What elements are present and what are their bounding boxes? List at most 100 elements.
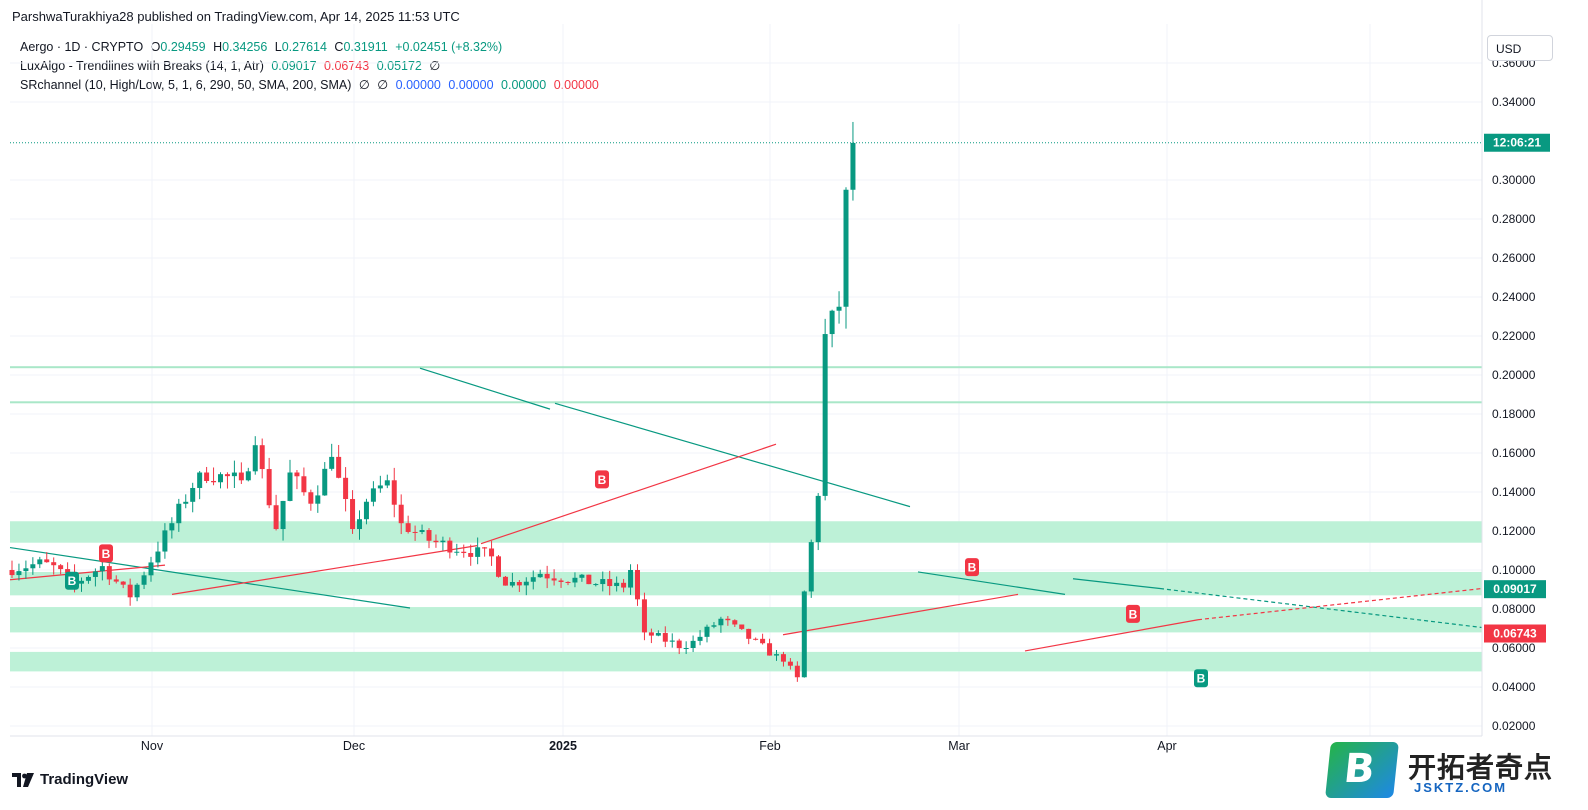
candle-body — [58, 565, 64, 570]
candle-body — [502, 576, 508, 586]
y-tick-label: 0.20000 — [1492, 368, 1536, 382]
candle — [391, 467, 397, 518]
trendline — [480, 443, 777, 545]
candle-body — [301, 476, 307, 493]
candle-body — [593, 584, 599, 586]
candle — [280, 500, 286, 541]
candle-body — [544, 573, 550, 579]
y-tick-label: 0.26000 — [1492, 251, 1536, 265]
high-label: H — [213, 40, 223, 54]
break-badge-bg — [1126, 604, 1140, 623]
break-badge-label: B — [68, 574, 77, 588]
candle — [718, 616, 724, 633]
candle-body — [155, 551, 161, 563]
candle — [218, 472, 223, 489]
y-tick-label: 0.28000 — [1492, 212, 1536, 226]
candle — [245, 467, 251, 482]
watermark: B 开拓者奇点 JSKTZ.COM — [1325, 742, 1578, 800]
candle — [496, 554, 501, 578]
candle — [468, 544, 474, 566]
candle — [204, 466, 210, 484]
candle — [579, 573, 585, 582]
break-badge-label: B — [1129, 607, 1138, 621]
candle — [669, 633, 675, 648]
candle — [322, 462, 328, 496]
candle — [774, 650, 779, 661]
countdown-label-bg — [1484, 133, 1550, 152]
legend-srchannel-row[interactable]: SRchannel (10, High/Low, 5, 1, 6, 290, 5… — [20, 76, 603, 95]
candle — [454, 543, 460, 556]
open-label: O — [150, 40, 161, 54]
currency-selector[interactable]: USD — [1487, 35, 1553, 61]
candle — [690, 635, 696, 653]
candle-body — [92, 571, 98, 577]
candle-body — [384, 480, 390, 486]
candle — [329, 443, 335, 471]
candle-body — [308, 492, 314, 504]
candle-body — [51, 562, 57, 566]
tradingview-logo-text[interactable]: TradingView — [40, 771, 129, 788]
candle — [801, 590, 807, 678]
candle-body — [266, 469, 272, 506]
candle-body — [169, 523, 175, 531]
legend-symbol-row[interactable]: Aergo · 1D · CRYPTO O0.29459 H0.34256 L0… — [20, 38, 603, 57]
candle-body — [405, 523, 411, 532]
candle — [635, 564, 640, 606]
candle-body — [343, 477, 349, 500]
candle-body — [746, 628, 752, 639]
candle-body — [454, 551, 460, 553]
candle-body — [79, 580, 84, 584]
candle — [461, 544, 467, 558]
candle-body — [30, 564, 36, 569]
candle — [231, 460, 237, 489]
candle — [370, 481, 376, 507]
sr-zone — [10, 521, 1482, 543]
candle-body — [475, 547, 481, 557]
break-badge: B — [99, 544, 113, 563]
candle-body — [801, 591, 807, 678]
candle — [489, 540, 495, 566]
candle-body — [377, 485, 383, 489]
candle-body — [704, 626, 710, 637]
candle-body — [273, 505, 279, 530]
candle-body — [843, 189, 849, 307]
candle-body — [447, 540, 453, 553]
candle-body — [537, 573, 543, 578]
candle — [134, 583, 140, 602]
srchannel-name[interactable]: SRchannel (10, High/Low, 5, 1, 6, 290, 5… — [20, 78, 352, 92]
candle — [676, 638, 682, 655]
candle — [357, 510, 362, 540]
candle — [815, 493, 821, 551]
candle — [565, 581, 571, 586]
srchannel-value-3: 0.00000 — [395, 78, 441, 92]
luxalgo-value-4: ∅ — [429, 59, 441, 73]
candle-body — [440, 540, 446, 543]
candle-body — [662, 633, 668, 642]
candle — [183, 494, 189, 509]
break-badge: B — [965, 558, 979, 577]
srchannel-value-4: 0.00000 — [448, 78, 494, 92]
symbol-name[interactable]: Aergo · 1D · CRYPTO — [20, 40, 144, 54]
candle-body — [489, 548, 495, 557]
break-badge: B — [1194, 669, 1208, 688]
time-axis[interactable]: Nov Dec 2025 Feb Mar Apr — [10, 735, 1482, 753]
candle — [301, 467, 307, 496]
candle — [482, 547, 488, 557]
candle-body — [113, 579, 119, 582]
candle-body — [162, 530, 168, 552]
candle — [113, 575, 119, 584]
y-tick-label: 0.22000 — [1492, 329, 1536, 343]
candle-body — [509, 581, 515, 586]
candle — [58, 563, 64, 575]
tradingview-logo-icon — [12, 772, 34, 787]
candle — [829, 309, 835, 348]
candle-body — [586, 574, 592, 585]
y-tick-label: 0.06000 — [1492, 641, 1536, 655]
candle-body — [725, 618, 731, 621]
trendline — [554, 402, 911, 508]
candle-body — [572, 577, 578, 583]
price-axis[interactable]: 0.02000 0.04000 0.06000 0.08000 0.10000 0.120… — [1481, 0, 1550, 736]
sr-zone — [10, 607, 1482, 633]
trendline — [917, 571, 1066, 595]
